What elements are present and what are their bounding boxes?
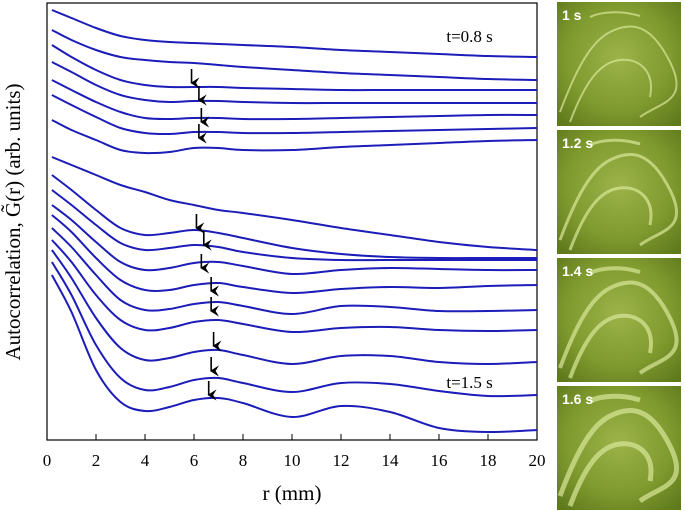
- pattern-stripe: [559, 25, 678, 118]
- panel-label: 1.6 s: [562, 391, 593, 407]
- curve: [51, 9, 538, 58]
- pattern-stripe: [558, 153, 678, 247]
- panel-label: 1.4 s: [562, 263, 593, 279]
- pattern-stripe: [589, 11, 641, 18]
- y-axis-label: Autocorrelation, G̃(r) (arb. units): [1, 84, 25, 361]
- pattern-stripe: [567, 441, 654, 507]
- annotation: t=0.8 s: [446, 27, 492, 46]
- panel-label: 1.2 s: [562, 135, 593, 151]
- pattern-stripe: [568, 313, 653, 379]
- pattern-stripe: [569, 58, 652, 123]
- x-tick-label: 6: [190, 451, 199, 470]
- curve: [51, 227, 538, 316]
- curve: [51, 174, 537, 260]
- curve: [51, 214, 538, 295]
- pattern-stripe: [589, 266, 641, 275]
- curve: [51, 261, 538, 398]
- curve: [51, 204, 538, 276]
- x-tick-label: 18: [480, 451, 497, 470]
- x-tick-label: 16: [431, 451, 448, 470]
- image-panels: 1 s 1.2 s 1.4 s 1.6 s: [557, 2, 681, 510]
- curve: [51, 189, 537, 262]
- x-tick-label: 14: [382, 451, 400, 470]
- pattern-stripe: [558, 280, 679, 375]
- x-tick-label: 20: [529, 451, 546, 470]
- curve: [51, 274, 538, 434]
- curve: [51, 249, 538, 366]
- pattern-stripe: [568, 186, 653, 251]
- pattern-stripe: [588, 393, 641, 404]
- x-axis-label: r (mm): [263, 481, 322, 505]
- curve: [51, 119, 538, 155]
- x-tick-label: 10: [284, 451, 301, 470]
- curve: [51, 29, 538, 81]
- pattern-stripe: [589, 138, 641, 147]
- x-tick-label: 8: [239, 451, 248, 470]
- x-tick-label: 0: [43, 451, 52, 470]
- pattern-stripe: [557, 408, 679, 504]
- curve: [51, 94, 538, 136]
- curve: [51, 61, 537, 105]
- annotation: t=1.5 s: [446, 373, 492, 392]
- x-tick-label: 12: [333, 451, 350, 470]
- curve: [51, 156, 538, 251]
- curve: [51, 239, 538, 334]
- curve: [51, 44, 537, 92]
- panel-label: 1 s: [562, 7, 582, 23]
- x-tick-label: 2: [92, 451, 101, 470]
- x-tick-label: 4: [141, 451, 150, 470]
- curve: [51, 79, 538, 121]
